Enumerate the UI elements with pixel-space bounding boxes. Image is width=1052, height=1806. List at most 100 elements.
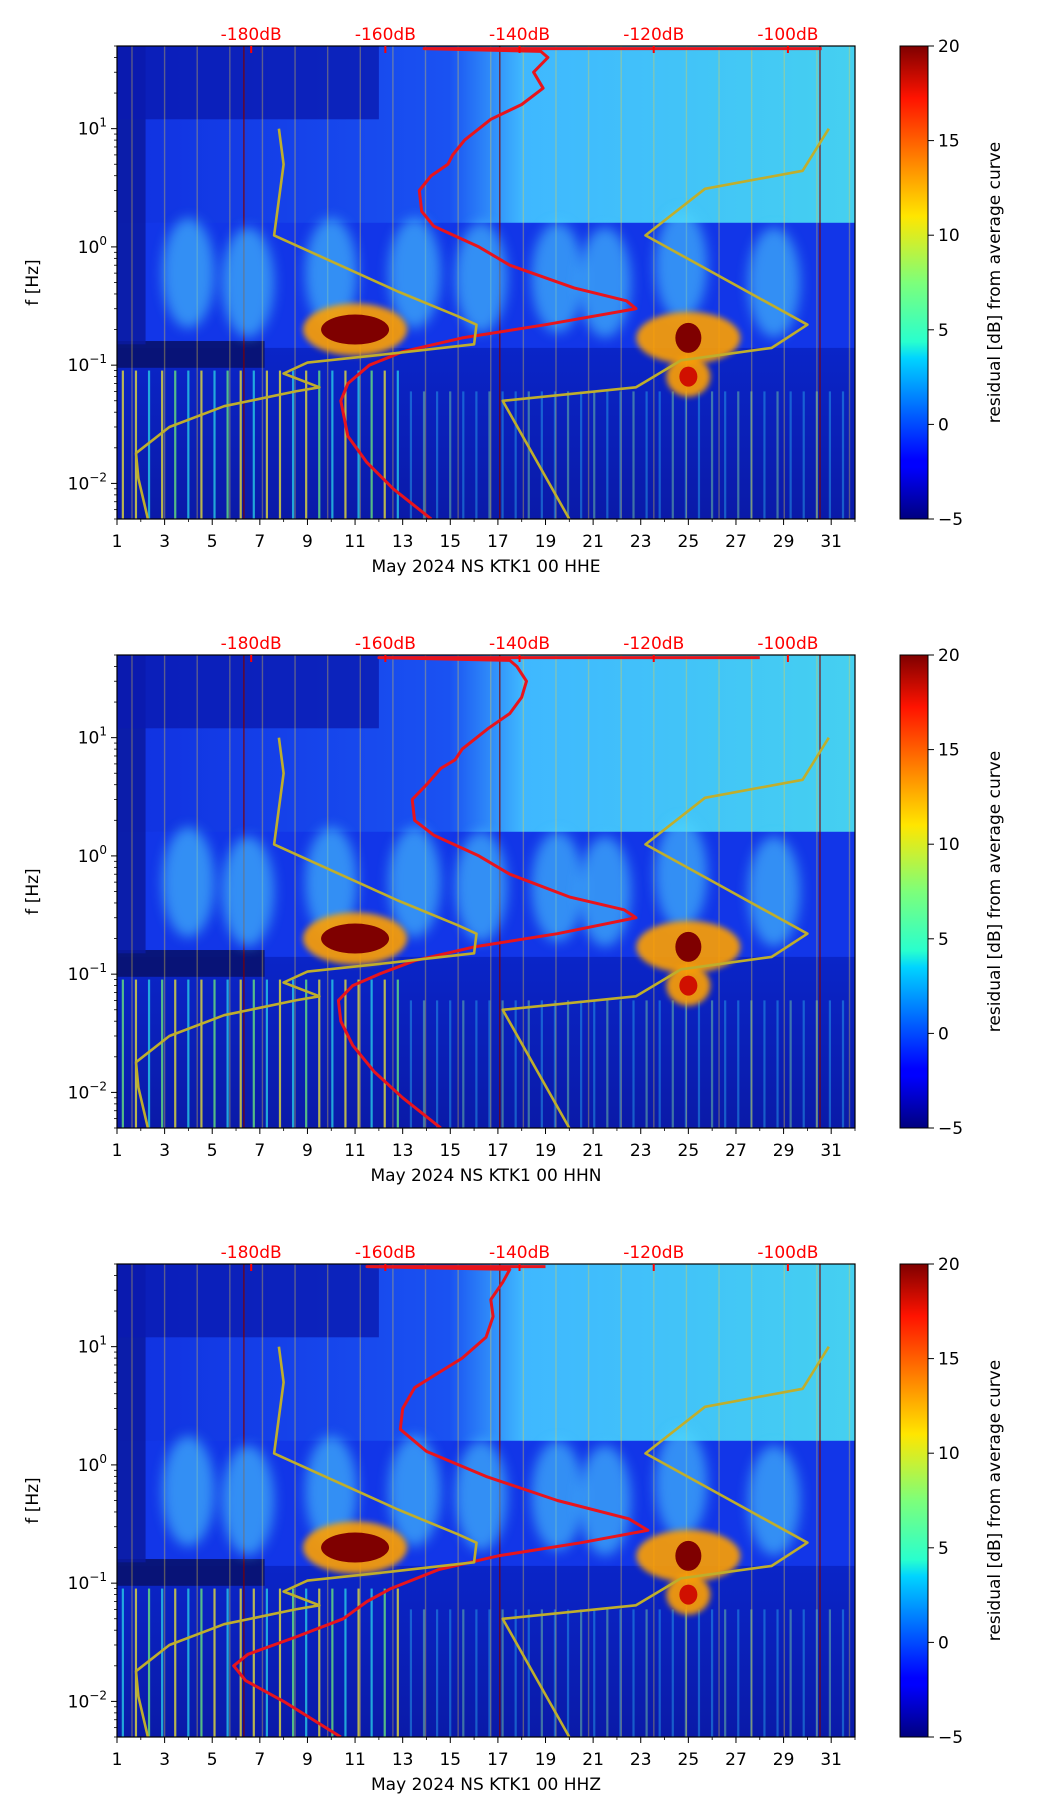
low-frequency-streak [776,1000,779,1128]
low-frequency-streak [226,979,229,1128]
y-tick-label: 100 [78,843,107,867]
low-frequency-streak [462,391,465,519]
low-frequency-streak [161,370,164,519]
psd-curve [336,656,760,1128]
x-tick-label: 27 [725,1750,747,1770]
hotspot [679,1584,698,1605]
low-frequency-streak [422,1000,426,1128]
low-frequency-streak [514,391,517,519]
colorbar-tick-label: 10 [938,835,960,855]
microseism-plume [305,218,358,329]
dark-band [117,1559,265,1586]
colorbar-tick-label: 0 [938,1633,949,1653]
low-frequency-streak [475,391,478,519]
event-line [819,655,821,1128]
x-tick-label: 19 [535,1141,557,1161]
low-frequency-streak [383,370,386,519]
psd-curve [339,47,822,519]
low-frequency-streak [606,1000,609,1128]
y-tick-label: 10−1 [68,961,107,985]
db-tick-label: -140dB [489,634,550,654]
low-frequency-streak [305,370,308,519]
low-frequency-streak [540,391,543,519]
vertical-spike [359,1264,361,1737]
x-tick-label: 19 [535,532,557,552]
low-frequency-streak [580,1609,583,1737]
vertical-spike [131,655,133,1128]
low-frequency-streak [213,370,216,519]
low-frequency-streak [305,1588,308,1737]
x-tick-label: 1 [112,1750,123,1770]
low-frequency-streak [789,1000,792,1128]
vertical-spike [718,655,720,1128]
low-frequency-streak [789,391,792,519]
microseism-plume [221,836,274,947]
low-frequency-streak [802,391,805,519]
y-tick-exponent: −1 [89,961,107,975]
low-frequency-streak [344,370,347,519]
hotspot [321,314,390,345]
low-frequency-streak [697,1000,701,1128]
y-tick-exponent: 0 [99,843,107,857]
vertical-spike [522,46,525,519]
x-tick-label: 25 [678,1141,700,1161]
db-tick-label: -160dB [355,634,416,654]
x-tick-label: 27 [725,1141,747,1161]
low-frequency-streak [305,979,308,1128]
x-tick-label: 5 [207,1750,218,1770]
db-tick-label: -100dB [757,634,818,654]
event-line [819,1264,821,1737]
low-frequency-streak [658,391,661,519]
low-frequency-streak [475,1000,478,1128]
noise-model-curve [501,1346,830,1737]
x-tick-label: 21 [582,1141,604,1161]
vertical-spike [718,46,720,519]
low-frequency-streak [815,1000,818,1128]
event-line [819,46,821,519]
low-frequency-streak [265,979,268,1128]
low-frequency-streak [121,370,124,519]
y-tick-exponent: −2 [89,1079,107,1093]
low-frequency-streak [580,1000,583,1128]
colorbar-tick-label: −5 [938,1728,963,1748]
low-frequency-streak [213,1588,216,1737]
microseism-plume [455,831,508,942]
db-tick-label: -120dB [623,25,684,45]
colorbar-label: residual [dB] from average curve [985,751,1005,1032]
low-frequency-streak [252,370,255,519]
low-frequency-streak [344,1588,347,1737]
low-frequency-streak [645,391,648,519]
low-frequency-streak [527,1609,530,1737]
vertical-spike [294,46,296,519]
x-tick-label: 9 [302,1141,313,1161]
microseism-plume [531,1440,584,1551]
low-frequency-streak [763,391,766,519]
x-tick-label: 17 [487,1750,509,1770]
y-tick-label: 10−2 [68,1688,107,1712]
microseism-plume [579,836,632,947]
db-tick-label: -100dB [757,25,818,45]
x-tick-label: 17 [487,532,509,552]
dark-band [117,950,265,977]
vertical-spike [131,1264,133,1737]
low-frequency-streak [632,1000,635,1128]
low-frequency-streak [213,979,216,1128]
microseism-plume [305,827,358,938]
low-frequency-streak [265,370,268,519]
colorbar-tick-label: 15 [938,741,960,761]
low-frequency-streak [750,1000,753,1128]
hotspot [675,1540,702,1571]
low-frequency-streak [134,1588,138,1737]
x-tick-label: 15 [439,1750,461,1770]
x-axis-label: May 2024 NS KTK1 00 HHZ [371,1775,601,1795]
colorbar-tick-label: 10 [938,1444,960,1464]
y-axis-label: f [Hz] [23,868,43,914]
low-frequency-streak [632,391,635,519]
microseism-plume [455,222,508,333]
low-frequency-streak [331,979,334,1128]
colorbar-label: residual [dB] from average curve [985,1360,1005,1641]
low-frequency-streak [619,391,622,519]
vertical-spike [653,655,655,1128]
y-tick-label: 100 [78,1452,107,1476]
